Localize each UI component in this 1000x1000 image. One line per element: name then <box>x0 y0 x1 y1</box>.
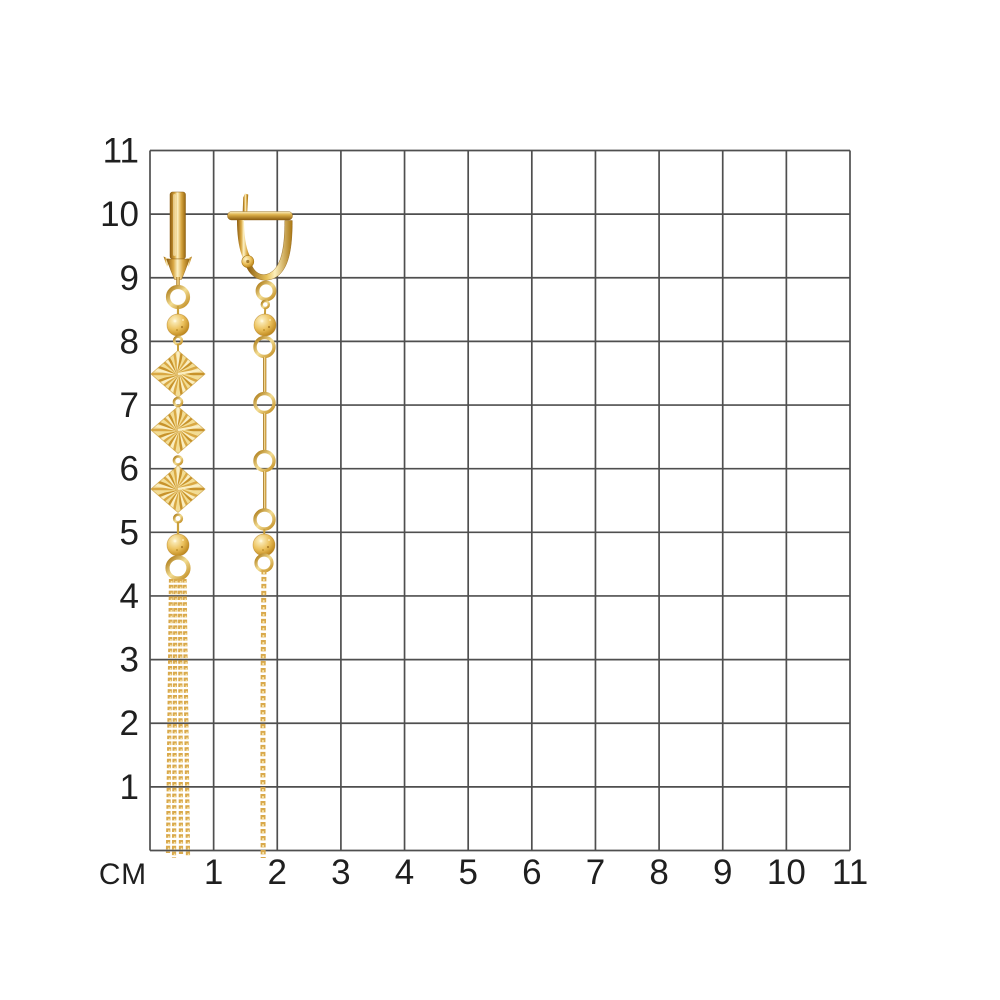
x-axis-label: 10 <box>767 853 806 892</box>
x-axis-label: 8 <box>649 853 668 892</box>
earring-left <box>142 191 214 859</box>
chain-ring <box>254 553 274 573</box>
x-axis-label: 5 <box>458 853 477 892</box>
tassel-strand <box>177 578 184 855</box>
rope-chain-strand <box>260 569 267 859</box>
x-axis-label: 3 <box>331 853 350 892</box>
tassel-strand <box>182 578 191 858</box>
y-axis-label: 4 <box>120 577 139 616</box>
y-axis-label: 6 <box>120 450 139 489</box>
catch-post <box>242 193 249 212</box>
jump-ring <box>255 280 277 302</box>
small-link <box>172 513 184 524</box>
x-axis-label: 2 <box>268 853 287 892</box>
small-link <box>172 455 184 466</box>
jump-ring <box>165 284 191 310</box>
hinge <box>166 258 190 280</box>
x-axis-label: 4 <box>395 853 414 892</box>
chain-ring <box>253 391 276 415</box>
chain-bar <box>263 357 267 393</box>
y-axis-label: 8 <box>120 322 139 361</box>
lever-back-front <box>169 191 186 260</box>
faceted-bead <box>253 313 277 337</box>
y-axis-label: 11 <box>103 132 139 171</box>
measurement-grid <box>149 149 851 852</box>
x-axis-label: 7 <box>586 853 605 892</box>
earring-right <box>227 193 293 859</box>
small-link <box>260 299 270 310</box>
y-axis-label: 2 <box>120 704 139 743</box>
chain-ring <box>253 335 276 359</box>
faceted-bead <box>252 533 276 557</box>
lever-top-bar <box>227 211 293 221</box>
x-axis-label: 6 <box>522 853 541 892</box>
tassel-chains <box>165 578 191 859</box>
y-axis-label: 5 <box>120 513 139 552</box>
faceted-bead <box>166 533 190 557</box>
y-axis-label: 3 <box>120 641 139 680</box>
chain-bar <box>263 471 267 510</box>
lever-left-arm <box>237 220 251 263</box>
hinge-screw-dot <box>246 259 250 264</box>
chain-ring <box>253 449 276 473</box>
x-axis-label: 9 <box>713 853 732 892</box>
small-link <box>172 335 184 346</box>
y-axis-label: 7 <box>120 386 139 425</box>
lever-hook-curve <box>246 220 293 281</box>
tassel-strand-highlight <box>179 580 183 854</box>
rope-chain <box>260 569 267 859</box>
small-link <box>172 396 184 408</box>
lever-back-highlight <box>173 194 176 256</box>
chain-bar <box>263 413 267 451</box>
connector-rod <box>176 277 180 288</box>
y-axis-label: 10 <box>100 195 139 234</box>
tassel-ring <box>165 555 191 581</box>
tassel-strand <box>171 578 178 859</box>
x-axis-label: 1 <box>204 853 223 892</box>
unit-label: см <box>99 858 147 891</box>
chain-ring <box>253 508 276 531</box>
y-axis-label: 1 <box>120 768 139 807</box>
faceted-bead <box>166 313 190 337</box>
x-axis-label: 11 <box>832 853 868 892</box>
y-axis-label: 9 <box>120 259 139 298</box>
